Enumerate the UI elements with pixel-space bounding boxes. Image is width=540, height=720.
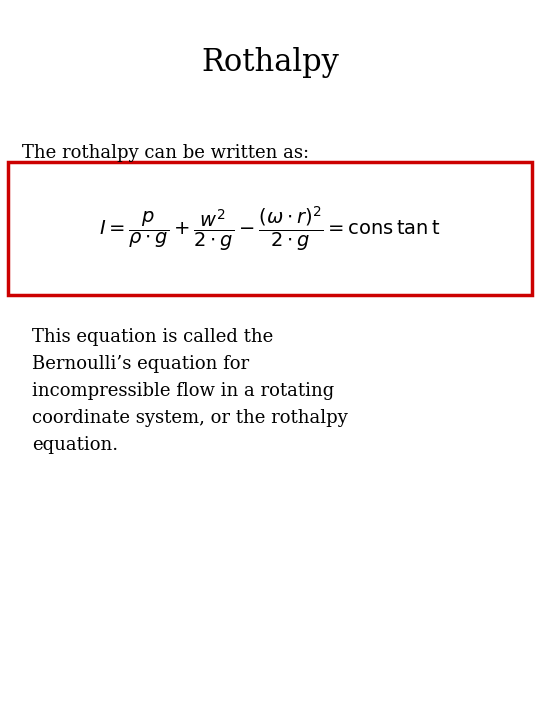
Text: This equation is called the
Bernoulli’s equation for
incompressible flow in a ro: This equation is called the Bernoulli’s … <box>32 328 348 454</box>
Text: $I = \dfrac{p}{\rho \cdot g} + \dfrac{w^{2}}{2 \cdot g} - \dfrac{(\omega \cdot r: $I = \dfrac{p}{\rho \cdot g} + \dfrac{w^… <box>99 204 441 253</box>
FancyBboxPatch shape <box>8 162 532 295</box>
Text: The rothalpy can be written as:: The rothalpy can be written as: <box>22 144 309 162</box>
Text: Rothalpy: Rothalpy <box>201 47 339 78</box>
